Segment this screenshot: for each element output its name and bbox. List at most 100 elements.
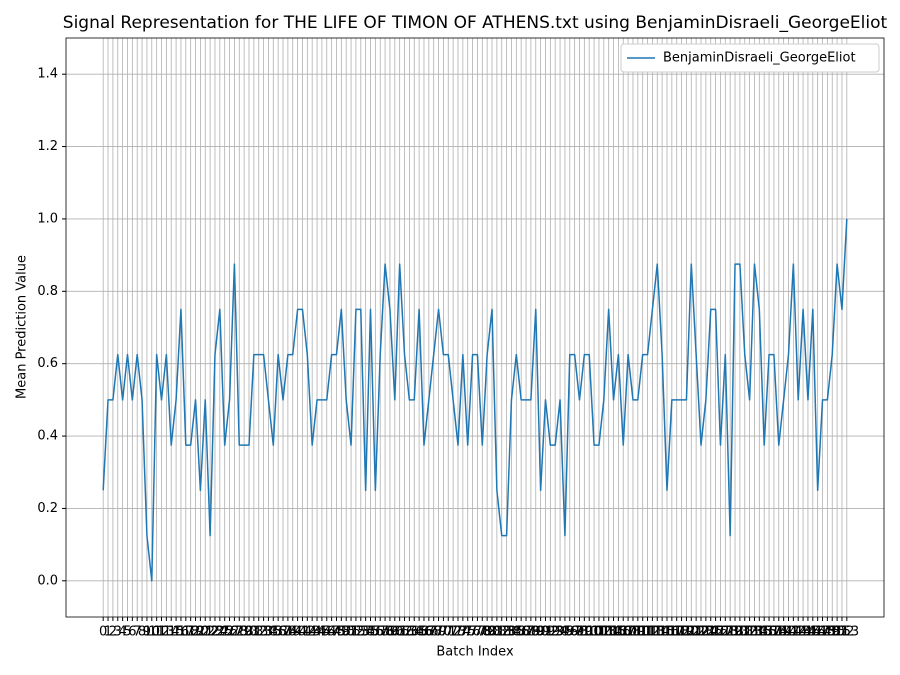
x-tick-label: 78 [474,625,491,640]
x-tick-label: 70 [435,625,452,640]
x-tick-label: 126 [703,625,728,640]
x-tick-label: 65 [411,625,428,640]
x-tick-label: 20 [192,625,209,640]
x-tick-label: 100 [577,625,602,640]
x-tick-label: 3 [114,625,122,640]
x-tick-label: 72 [445,625,462,640]
x-tick-label: 57 [372,625,389,640]
x-tick-label: 13 [158,625,175,640]
x-tick-label: 137 [757,625,782,640]
x-tick-label: 16 [173,625,190,640]
x-tick-label: 123 [689,625,714,640]
x-tick-label: 67 [421,625,438,640]
x-tick-label: 19 [187,625,204,640]
x-axis-label: Batch Index [436,645,514,660]
x-tick-label: 25 [216,625,233,640]
x-tick-label: 91 [537,625,554,640]
x-tick-label: 36 [270,625,287,640]
x-tick-label: 145 [796,625,821,640]
x-tick-label: 98 [571,625,588,640]
x-tick-label: 92 [542,625,559,640]
x-tick-label: 7 [133,625,141,640]
x-tick-label: 0 [99,625,107,640]
x-tick-label: 96 [562,625,579,640]
plot-frame [65,37,885,618]
x-tick-label: 26 [221,625,238,640]
x-tick-label: 49 [333,625,350,640]
x-tick-label: 35 [265,625,282,640]
x-tick-label: 30 [241,625,258,640]
y-tick-label: 1.2 [37,139,58,154]
x-tick-label: 142 [781,625,806,640]
x-tick-label: 1 [104,625,112,640]
x-tick-label: 56 [367,625,384,640]
x-tick-label: 141 [776,625,801,640]
x-tick-label: 138 [761,625,786,640]
x-tick-label: 119 [669,625,694,640]
x-tick-label: 61 [391,625,408,640]
x-tick-label: 108 [616,625,641,640]
x-tick-label: 105 [601,625,626,640]
y-tick-label: 1.4 [37,67,58,82]
x-tick-label: 39 [284,625,301,640]
x-tick-label: 40 [289,625,306,640]
x-tick-label: 50 [338,625,355,640]
x-tick-label: 109 [621,625,646,640]
x-tick-label: 104 [596,625,621,640]
x-tick-label: 60 [387,625,404,640]
x-tick-label: 153 [834,625,859,640]
x-tick-label: 149 [815,625,840,640]
x-tick-label: 89 [527,625,544,640]
legend-label: BenjaminDisraeli_GeorgeEliot [663,51,856,66]
x-tick-label: 52 [348,625,365,640]
x-tick-label: 2 [109,625,117,640]
x-tick-label: 122 [684,625,709,640]
x-tick-label: 22 [202,625,219,640]
x-tick-label: 136 [752,625,777,640]
x-tick-label: 10 [144,625,161,640]
x-tick-label: 9 [143,625,151,640]
x-tick-label: 85 [508,625,525,640]
x-tick-label: 107 [611,625,636,640]
x-tick-label: 110 [625,625,650,640]
x-tick-label: 38 [280,625,297,640]
x-tick-label: 103 [591,625,616,640]
x-tick-label: 139 [766,625,791,640]
x-tick-label: 48 [328,625,345,640]
x-tick-label: 4 [118,625,126,640]
x-tick-label: 58 [377,625,394,640]
x-tick-label: 134 [742,625,767,640]
x-tick-label: 47 [323,625,340,640]
x-tick-label: 54 [357,625,374,640]
x-tick-label: 51 [343,625,360,640]
x-tick-label: 45 [314,625,331,640]
x-tick-label: 76 [464,625,481,640]
y-axis-label: Mean Prediction Value [15,255,30,399]
x-tick-label: 118 [664,625,689,640]
x-tick-label: 27 [226,625,243,640]
x-tick-label: 101 [582,625,607,640]
x-tick-label: 17 [178,625,195,640]
x-tick-label: 23 [207,625,224,640]
x-tick-label: 130 [723,625,748,640]
x-tick-label: 147 [805,625,830,640]
x-tick-label: 112 [635,625,660,640]
x-tick-label: 143 [786,625,811,640]
x-tick-label: 34 [260,625,277,640]
x-tick-label: 12 [153,625,170,640]
x-tick-label: 125 [698,625,723,640]
y-tick-label: 0.0 [37,573,58,588]
x-tick-label: 32 [250,625,267,640]
x-tick-label: 41 [294,625,311,640]
x-tick-label: 144 [791,625,816,640]
x-tick-label: 42 [299,625,316,640]
x-tick-label: 33 [255,625,272,640]
x-tick-label: 81 [489,625,506,640]
y-tick-label: 0.2 [37,501,58,516]
x-tick-label: 94 [552,625,569,640]
x-tick-label: 14 [163,625,180,640]
x-tick-label: 116 [655,625,680,640]
x-tick-label: 21 [197,625,214,640]
x-tick-label: 132 [732,625,757,640]
